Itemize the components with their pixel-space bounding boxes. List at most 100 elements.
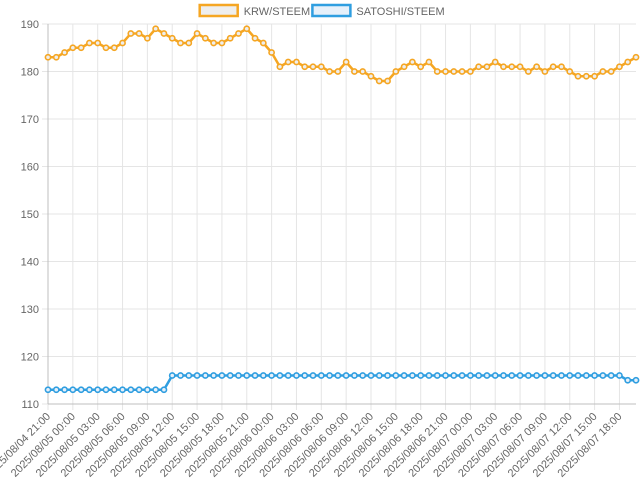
data-point[interactable]	[94, 386, 102, 394]
data-point[interactable]	[566, 68, 574, 75]
data-point[interactable]	[607, 372, 615, 379]
data-point[interactable]	[624, 376, 632, 384]
data-point[interactable]	[533, 63, 541, 71]
data-point[interactable]	[160, 386, 168, 394]
data-point[interactable]	[400, 372, 408, 379]
data-point[interactable]	[442, 68, 449, 75]
data-point[interactable]	[168, 372, 176, 379]
data-point[interactable]	[351, 68, 358, 75]
data-point[interactable]	[226, 372, 234, 379]
data-point[interactable]	[408, 372, 416, 379]
data-point[interactable]	[61, 49, 68, 56]
data-point[interactable]	[500, 63, 507, 71]
data-point[interactable]	[243, 25, 251, 33]
data-point[interactable]	[268, 372, 276, 379]
data-point[interactable]	[243, 372, 251, 379]
data-point[interactable]	[143, 34, 151, 42]
data-point[interactable]	[177, 39, 184, 47]
data-point[interactable]	[102, 386, 110, 394]
data-point[interactable]	[375, 77, 383, 85]
data-point[interactable]	[384, 77, 391, 85]
data-point[interactable]	[392, 372, 400, 379]
data-point[interactable]	[408, 58, 416, 66]
data-point[interactable]	[616, 63, 623, 71]
data-point[interactable]	[301, 372, 309, 379]
data-point[interactable]	[86, 39, 93, 47]
data-point[interactable]	[326, 372, 333, 379]
legend-item-krw-steem[interactable]: KRW/STEEM	[198, 3, 310, 18]
data-point[interactable]	[135, 386, 143, 394]
data-point[interactable]	[524, 68, 532, 75]
data-point[interactable]	[334, 372, 342, 379]
data-point[interactable]	[301, 63, 309, 71]
data-point[interactable]	[309, 372, 317, 379]
data-point[interactable]	[508, 63, 516, 71]
data-point[interactable]	[259, 372, 267, 379]
data-point[interactable]	[342, 58, 350, 66]
data-point[interactable]	[632, 376, 640, 384]
data-point[interactable]	[94, 39, 102, 47]
data-point[interactable]	[210, 372, 218, 379]
data-point[interactable]	[549, 372, 557, 379]
data-point[interactable]	[210, 39, 218, 47]
data-point[interactable]	[326, 68, 333, 75]
data-point[interactable]	[475, 63, 483, 71]
data-point[interactable]	[541, 372, 549, 379]
data-point[interactable]	[458, 68, 466, 75]
data-point[interactable]	[491, 58, 499, 66]
data-point[interactable]	[433, 372, 441, 379]
data-point[interactable]	[193, 372, 201, 379]
data-point[interactable]	[384, 372, 391, 379]
data-point[interactable]	[44, 53, 52, 61]
data-point[interactable]	[574, 372, 582, 379]
data-point[interactable]	[574, 72, 582, 80]
data-point[interactable]	[251, 34, 259, 42]
data-point[interactable]	[458, 372, 466, 379]
data-point[interactable]	[119, 39, 126, 47]
data-point[interactable]	[342, 372, 350, 379]
data-point[interactable]	[218, 39, 226, 47]
data-point[interactable]	[218, 372, 226, 379]
data-point[interactable]	[259, 39, 267, 47]
data-point[interactable]	[524, 372, 532, 379]
data-point[interactable]	[442, 372, 449, 379]
data-point[interactable]	[351, 372, 358, 379]
data-point[interactable]	[392, 68, 400, 75]
data-point[interactable]	[284, 58, 292, 66]
legend[interactable]: KRW/STEEM SATOSHI/STEEM	[198, 3, 445, 18]
data-point[interactable]	[599, 372, 607, 379]
data-point[interactable]	[541, 68, 549, 75]
data-point[interactable]	[110, 44, 118, 52]
data-point[interactable]	[235, 372, 242, 379]
data-point[interactable]	[152, 25, 160, 33]
data-point[interactable]	[69, 44, 77, 52]
data-point[interactable]	[508, 372, 516, 379]
data-point[interactable]	[276, 372, 284, 379]
data-point[interactable]	[483, 63, 491, 71]
data-point[interactable]	[466, 68, 474, 75]
data-point[interactable]	[483, 372, 491, 379]
data-point[interactable]	[359, 68, 367, 75]
data-point[interactable]	[359, 372, 367, 379]
data-point[interactable]	[52, 53, 60, 61]
data-point[interactable]	[177, 372, 184, 379]
data-point[interactable]	[102, 44, 110, 52]
data-point[interactable]	[516, 63, 524, 71]
data-point[interactable]	[143, 386, 151, 394]
data-point[interactable]	[226, 34, 234, 42]
data-point[interactable]	[293, 372, 300, 379]
data-point[interactable]	[607, 68, 615, 75]
data-point[interactable]	[367, 372, 375, 379]
data-point[interactable]	[185, 39, 193, 47]
data-point[interactable]	[119, 386, 126, 394]
data-point[interactable]	[491, 372, 499, 379]
data-point[interactable]	[251, 372, 259, 379]
data-point[interactable]	[417, 372, 425, 379]
data-point[interactable]	[549, 63, 557, 71]
data-point[interactable]	[185, 372, 193, 379]
data-point[interactable]	[193, 30, 201, 37]
data-point[interactable]	[44, 386, 52, 394]
data-point[interactable]	[284, 372, 292, 379]
data-point[interactable]	[367, 72, 375, 80]
data-point[interactable]	[624, 58, 632, 66]
